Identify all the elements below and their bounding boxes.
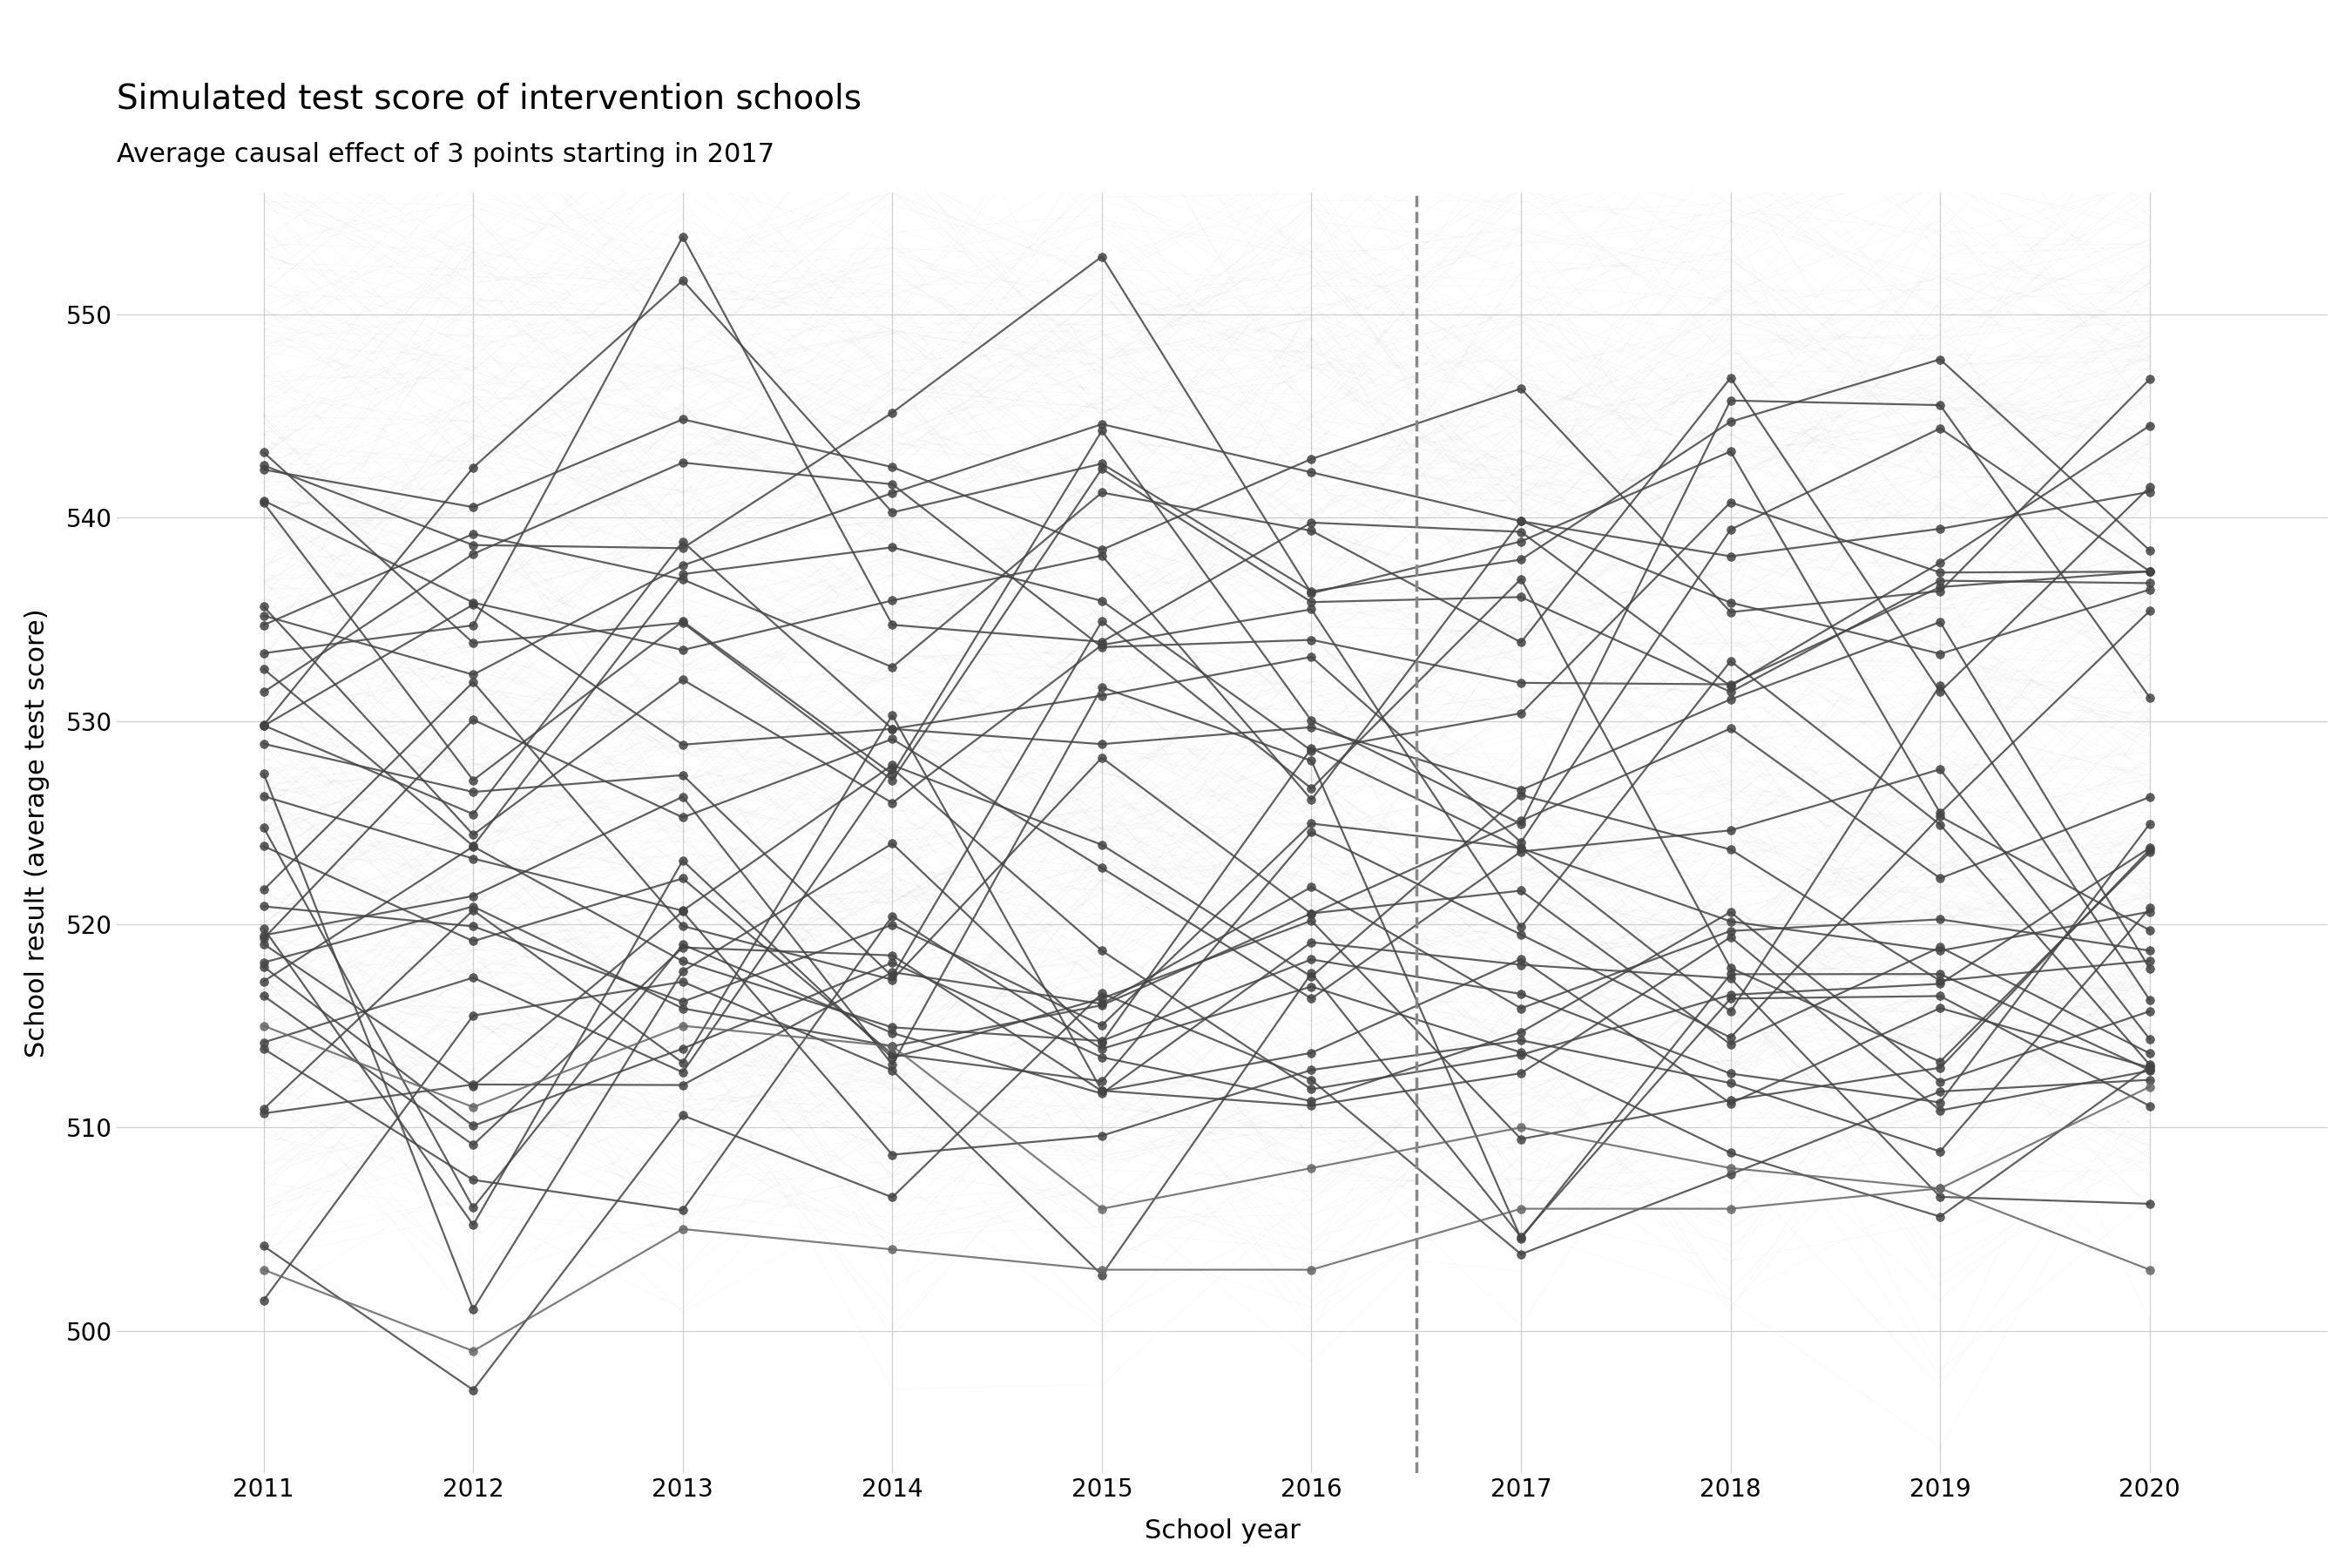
Y-axis label: School result (average test score): School result (average test score) [24,608,49,1057]
Text: Average causal effect of 3 points starting in 2017: Average causal effect of 3 points starti… [118,141,774,166]
Text: Simulated test score of intervention schools: Simulated test score of intervention sch… [118,83,861,116]
X-axis label: School year: School year [1145,1518,1301,1544]
